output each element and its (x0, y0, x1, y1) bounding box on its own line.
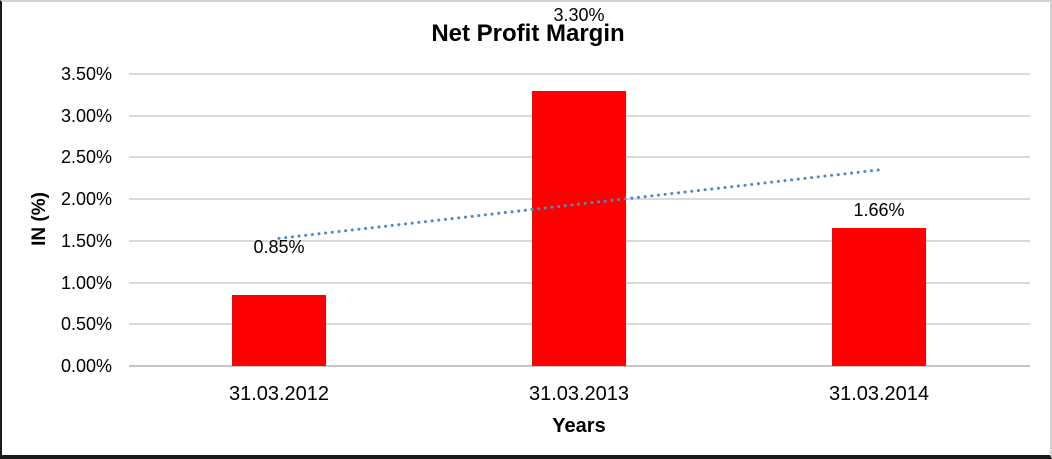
bar (232, 295, 326, 366)
bar (532, 90, 626, 366)
gridline (129, 73, 1030, 75)
x-axis-tick-label: 31.03.2014 (828, 383, 930, 405)
y-axis-tick-label: 1.00% (60, 272, 112, 293)
x-axis-tick-label: 31.03.2013 (528, 383, 630, 405)
y-axis-tick-label: 2.00% (60, 189, 112, 210)
gridline (129, 365, 1030, 367)
bar-data-label: 0.85% (253, 236, 305, 257)
y-axis-tick-label: 0.50% (60, 314, 112, 335)
y-axis-tick-label: 3.00% (60, 105, 112, 126)
x-axis-title: Years (552, 415, 606, 437)
chart-title: Net Profit Margin (431, 20, 625, 47)
y-axis-tick-label: 2.50% (60, 147, 112, 168)
bar (832, 227, 926, 366)
bar-data-label: 3.30% (553, 5, 605, 26)
y-axis-tick-label: 3.50% (60, 64, 112, 84)
y-axis-tick-label: 0.00% (60, 356, 112, 376)
x-axis-tick-label: 31.03.2012 (228, 383, 330, 405)
y-axis-tick-label: 1.50% (60, 230, 112, 251)
bar-data-label: 1.66% (853, 200, 905, 220)
